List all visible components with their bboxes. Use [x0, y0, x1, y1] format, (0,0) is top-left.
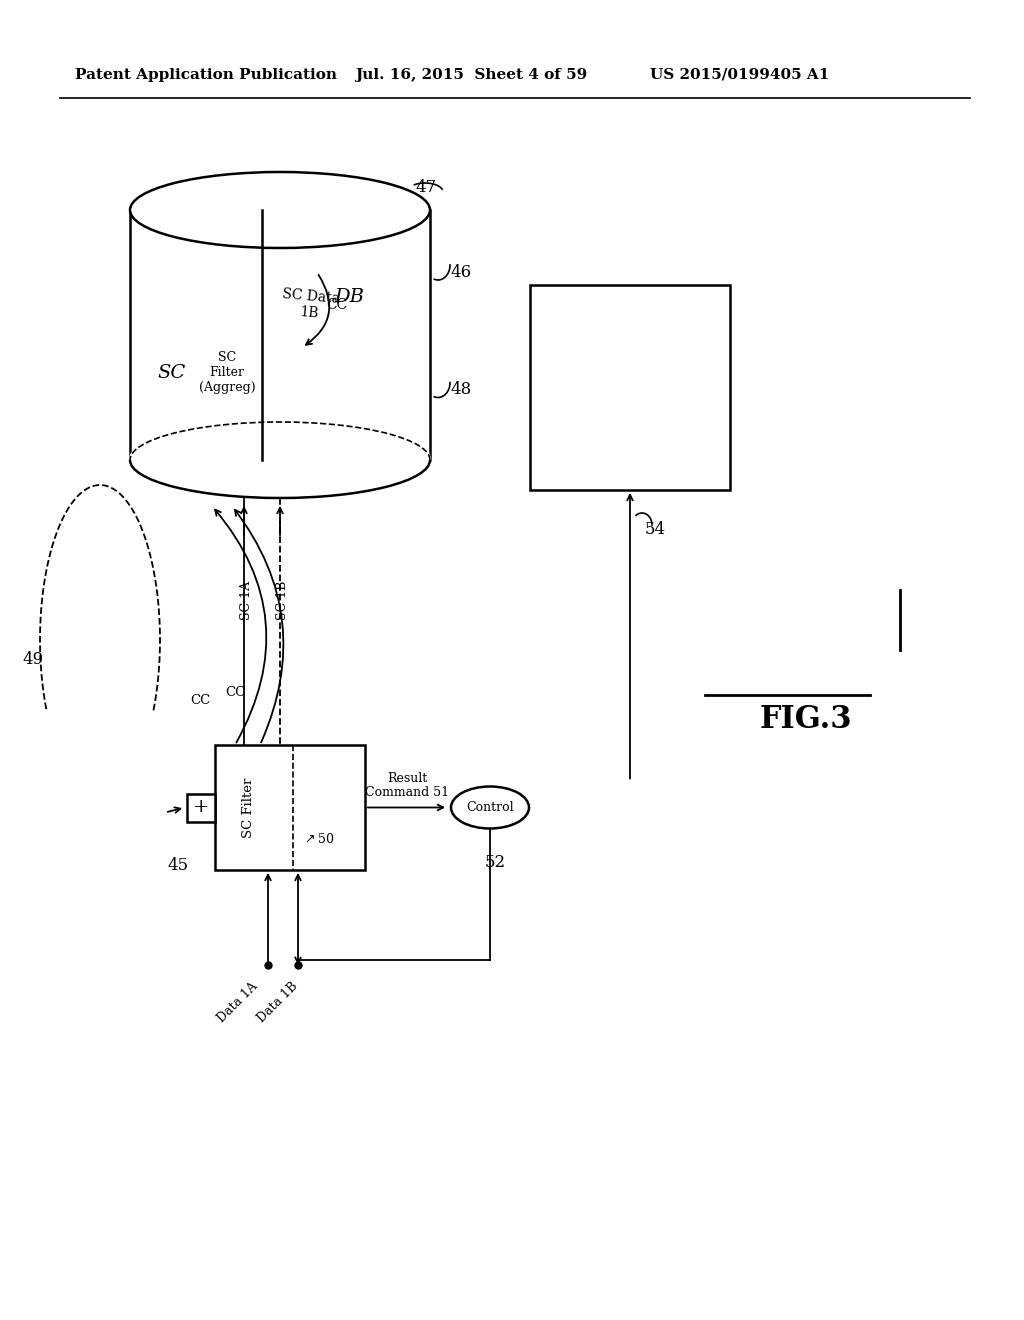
Text: CC: CC — [189, 693, 210, 706]
Text: Data 1B: Data 1B — [255, 979, 300, 1026]
Text: -extract: -extract — [679, 363, 691, 412]
Text: CC: CC — [327, 298, 347, 312]
Text: 48: 48 — [450, 381, 471, 399]
Ellipse shape — [130, 422, 430, 498]
Text: 45: 45 — [167, 857, 188, 874]
Text: SC
Filter
(Aggreg): SC Filter (Aggreg) — [199, 351, 255, 393]
Ellipse shape — [130, 172, 430, 248]
Text: +: + — [193, 799, 209, 817]
Text: -copy: -copy — [579, 371, 592, 404]
Text: SC Data
1B: SC Data 1B — [280, 288, 340, 322]
Bar — [530, 285, 730, 490]
Text: Control: Control — [466, 801, 514, 814]
Text: CC: CC — [225, 686, 245, 700]
Text: Patent Application Publication: Patent Application Publication — [75, 69, 337, 82]
Text: Result
Command 51: Result Command 51 — [366, 771, 450, 800]
Text: 54: 54 — [645, 521, 667, 539]
Text: 46: 46 — [450, 264, 471, 281]
Bar — [215, 744, 365, 870]
Ellipse shape — [451, 787, 529, 829]
Text: Jul. 16, 2015  Sheet 4 of 59: Jul. 16, 2015 Sheet 4 of 59 — [355, 69, 587, 82]
Bar — [187, 793, 215, 821]
Text: -archive: -archive — [629, 362, 641, 413]
Text: SC Filter: SC Filter — [242, 777, 255, 838]
Text: Data Process: Data Process — [554, 346, 566, 429]
Text: FIG.3: FIG.3 — [760, 705, 853, 735]
Text: -destroy: -destroy — [653, 362, 667, 413]
Text: 49: 49 — [22, 652, 43, 668]
Text: 52: 52 — [485, 854, 506, 871]
Text: SC 1A: SC 1A — [241, 581, 254, 619]
Text: 47: 47 — [415, 180, 436, 197]
Text: Data 1A: Data 1A — [215, 979, 260, 1026]
Text: DB: DB — [334, 289, 364, 306]
Text: $\nearrow$50: $\nearrow$50 — [302, 832, 335, 846]
Text: -distrib: -distrib — [603, 364, 616, 411]
Text: US 2015/0199405 A1: US 2015/0199405 A1 — [650, 69, 829, 82]
Text: SC 1B: SC 1B — [276, 581, 290, 619]
Text: SC: SC — [158, 363, 186, 381]
